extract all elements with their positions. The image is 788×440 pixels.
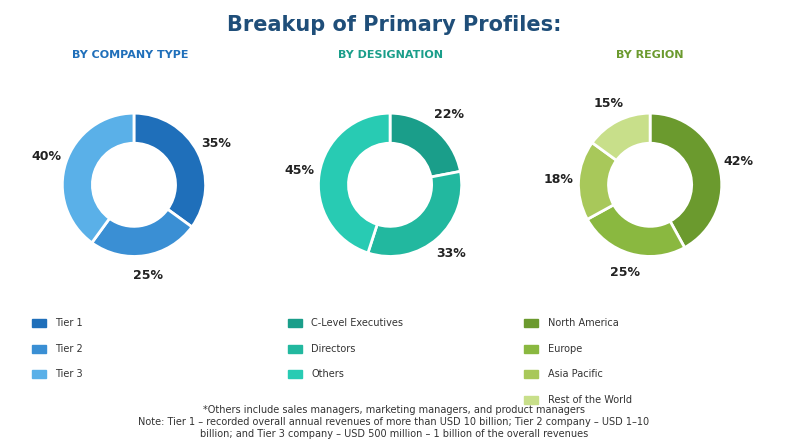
- Wedge shape: [134, 113, 206, 227]
- Wedge shape: [318, 113, 390, 253]
- Text: 33%: 33%: [436, 247, 466, 260]
- Text: Rest of the World: Rest of the World: [548, 395, 632, 405]
- Text: 45%: 45%: [284, 164, 314, 177]
- Wedge shape: [587, 205, 685, 257]
- Wedge shape: [368, 171, 462, 257]
- Text: *Others include sales managers, marketing managers, and product managers: *Others include sales managers, marketin…: [203, 405, 585, 415]
- Text: Breakup of Primary Profiles:: Breakup of Primary Profiles:: [227, 15, 561, 35]
- Text: BY REGION: BY REGION: [616, 50, 684, 60]
- Text: Directors: Directors: [311, 344, 355, 354]
- Wedge shape: [578, 143, 616, 219]
- Text: C-Level Executives: C-Level Executives: [311, 319, 403, 328]
- Text: 15%: 15%: [593, 97, 623, 110]
- Text: 40%: 40%: [32, 150, 61, 163]
- Text: Tier 3: Tier 3: [55, 370, 83, 379]
- Circle shape: [608, 143, 692, 226]
- Text: 25%: 25%: [133, 269, 163, 282]
- Text: Note: Tier 1 – recorded overall annual revenues of more than USD 10 billion; Tie: Note: Tier 1 – recorded overall annual r…: [139, 418, 649, 427]
- Text: North America: North America: [548, 319, 619, 328]
- Text: BY COMPANY TYPE: BY COMPANY TYPE: [72, 50, 188, 60]
- Wedge shape: [650, 113, 722, 248]
- Text: Tier 1: Tier 1: [55, 319, 83, 328]
- Wedge shape: [92, 209, 192, 257]
- Circle shape: [348, 143, 432, 226]
- Text: 35%: 35%: [201, 137, 231, 150]
- Text: Asia Pacific: Asia Pacific: [548, 370, 603, 379]
- Text: Europe: Europe: [548, 344, 582, 354]
- Text: 25%: 25%: [610, 266, 640, 279]
- Text: billion; and Tier 3 company – USD 500 million – 1 billion of the overall revenue: billion; and Tier 3 company – USD 500 mi…: [200, 429, 588, 439]
- Text: 18%: 18%: [544, 172, 574, 186]
- Wedge shape: [62, 113, 134, 243]
- Wedge shape: [390, 113, 460, 177]
- Wedge shape: [592, 113, 650, 160]
- Text: BY DESIGNATION: BY DESIGNATION: [337, 50, 443, 60]
- Text: Others: Others: [311, 370, 344, 379]
- Text: 22%: 22%: [433, 108, 463, 121]
- Circle shape: [92, 143, 176, 226]
- Text: Tier 2: Tier 2: [55, 344, 83, 354]
- Text: 42%: 42%: [724, 155, 754, 169]
